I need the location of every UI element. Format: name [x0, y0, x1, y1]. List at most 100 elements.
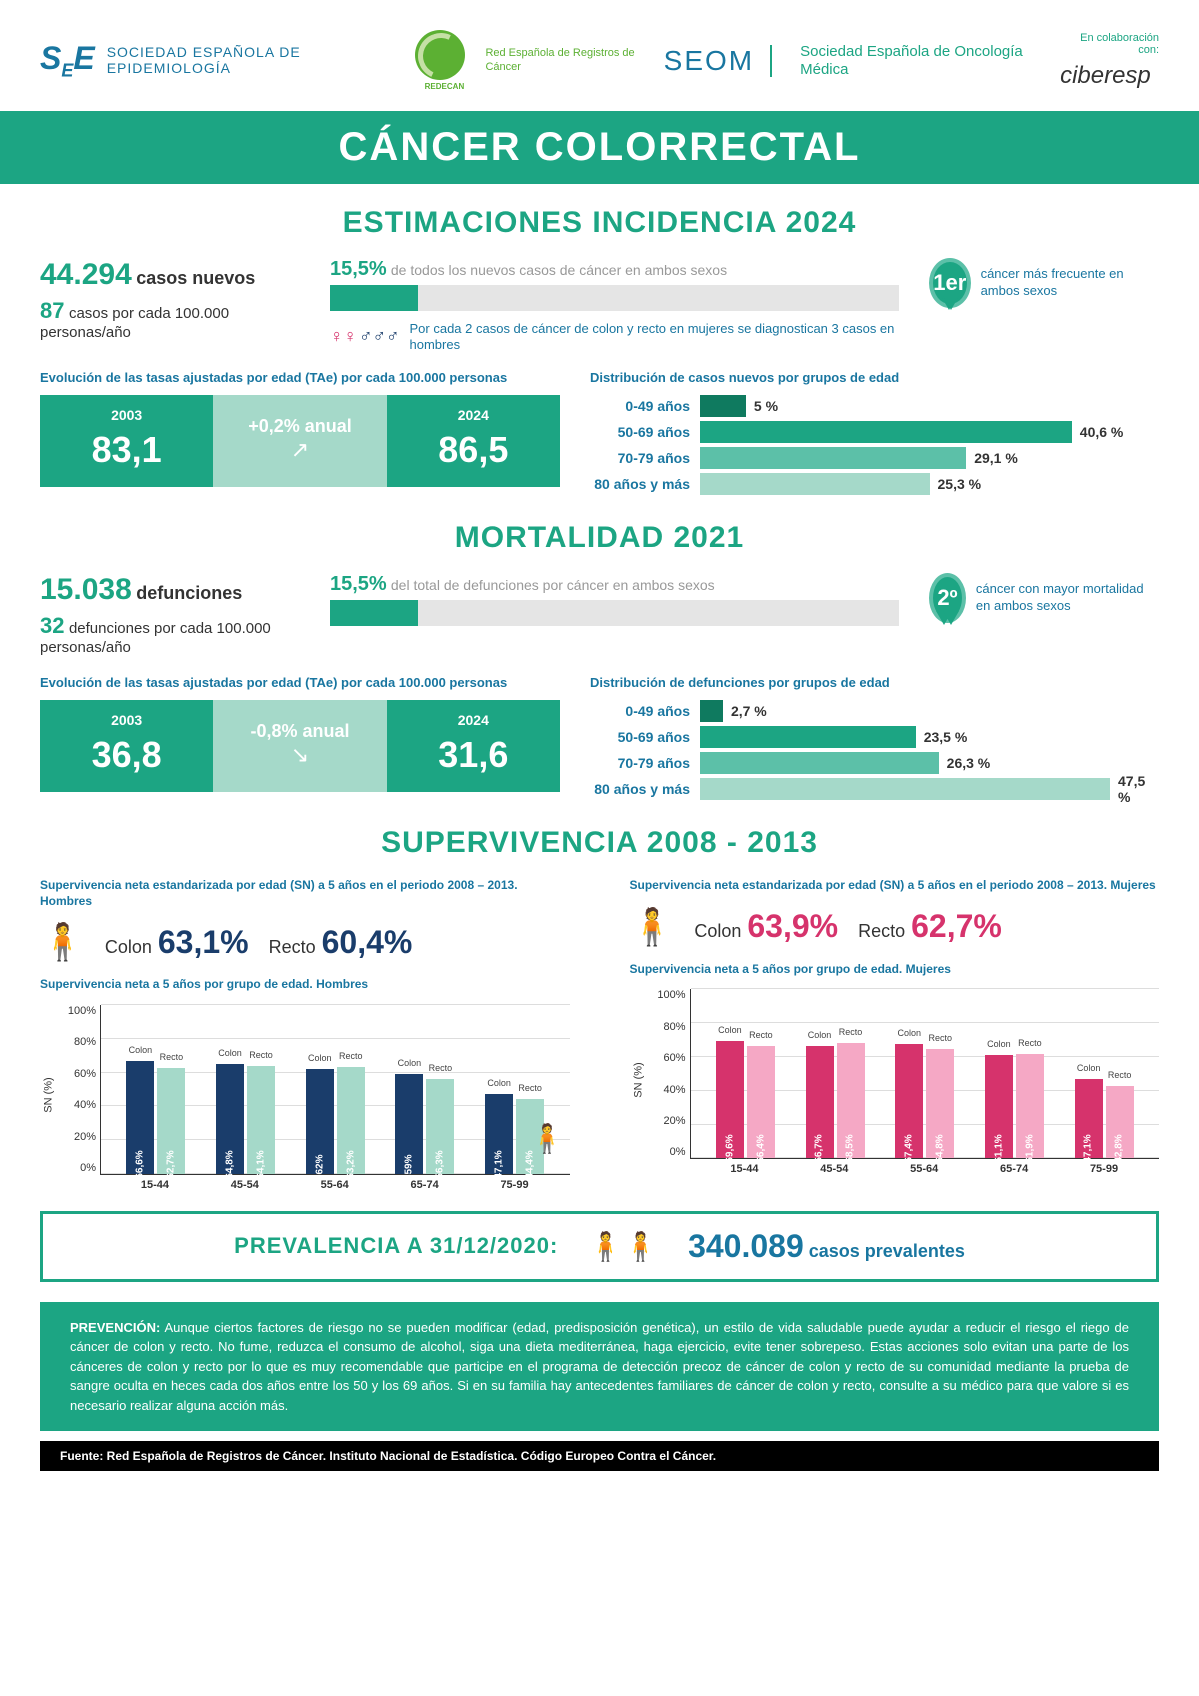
surv-men-header: Supervivencia neta estandarizada por eda…: [40, 878, 570, 909]
age-bar: [700, 395, 746, 417]
x-tick: 75-99: [500, 1179, 528, 1191]
bar-recto: Recto64,8%: [926, 1049, 954, 1159]
age-pct: 47,5 %: [1118, 773, 1159, 805]
trend-down-icon: ↘: [221, 742, 378, 768]
mort-pct-bar: [330, 600, 899, 626]
age-row: 80 años y más 25,3 %: [590, 473, 1159, 495]
bar-recto: Recto68,5%: [837, 1043, 865, 1159]
mort-rate-label: defunciones por cada 100.000 personas/añ…: [40, 620, 271, 656]
inc-pct-desc: de todos los nuevos casos de cáncer en a…: [391, 262, 727, 278]
prev-label: PREVALENCIA A 31/12/2020:: [234, 1233, 558, 1259]
bar-colon: Colon62%: [306, 1069, 334, 1174]
inc-rate-num: 87: [40, 298, 64, 323]
inc-rate-change: +0,2% anual ↗: [213, 395, 386, 487]
y-tick: 100%: [56, 1005, 96, 1017]
y-tick: 0%: [56, 1162, 96, 1174]
woman-icon: 🧍: [630, 906, 675, 948]
inc-badge-block: 1er cáncer más frecuente en ambos sexos: [929, 258, 1159, 308]
bar-colon: Colon64,8%: [216, 1064, 244, 1174]
mort-badge-text: cáncer con mayor mortalidad en ambos sex…: [976, 581, 1159, 615]
deaths-num: 15.038: [40, 573, 132, 606]
rank-badge-2-icon: 2º: [929, 573, 966, 623]
survival-women: Supervivencia neta estandarizada por eda…: [630, 878, 1160, 1191]
y-tick: 80%: [646, 1021, 686, 1033]
seom-name: Sociedad Española de Oncología Médica: [784, 43, 1060, 79]
age-label: 50-69 años: [590, 729, 700, 745]
age-label: 50-69 años: [590, 424, 700, 440]
inc-evolution: Evolución de las tasas ajustadas por eda…: [40, 370, 560, 487]
age-label: 80 años y más: [590, 781, 700, 797]
new-cases-block: 44.294 casos nuevos 87 casos por cada 10…: [40, 258, 300, 342]
mortality-top-row: 15.038 defunciones 32 defunciones por ca…: [40, 573, 1159, 657]
inc-rate-boxes: 2003 83,1 +0,2% anual ↗ 2024 86,5: [40, 395, 560, 487]
bar-colon: Colon69,6%: [716, 1041, 744, 1159]
age-label: 0-49 años: [590, 703, 700, 719]
redecan-name: Red Española de Registros de Cáncer: [485, 47, 663, 73]
bar-colon: Colon47,1%: [1075, 1079, 1103, 1159]
survival-men: Supervivencia neta estandarizada por eda…: [40, 878, 570, 1191]
ratio-row: ♀♀♂♂♂ Por cada 2 casos de cáncer de colo…: [330, 321, 899, 352]
rank-badge-icon: 1er: [929, 258, 971, 308]
age-bar: [700, 752, 939, 774]
age-pct: 25,3 %: [938, 476, 982, 492]
bar-group: Colon67,4% Recto64,8%: [895, 989, 954, 1158]
colab-label: En colaboración con:: [1060, 32, 1159, 56]
inc-pct-bar: [330, 285, 899, 311]
age-pct: 26,3 %: [947, 755, 991, 771]
age-row: 50-69 años 40,6 %: [590, 421, 1159, 443]
see-logo-icon: SEE: [40, 40, 95, 81]
prev-value: 340.089 casos prevalentes: [688, 1228, 965, 1265]
mort-age-dist: Distribución de defunciones por grupos d…: [590, 675, 1159, 804]
see-name: SOCIEDAD ESPAÑOLA DE EPIDEMIOLOGÍA: [107, 44, 416, 78]
surv-men-chart: Supervivencia neta a 5 años por grupo de…: [40, 977, 570, 1191]
bar-group: Colon61,1% Recto61,9%: [985, 989, 1044, 1158]
ratio-text: Por cada 2 casos de cáncer de colon y re…: [410, 321, 900, 352]
age-label: 0-49 años: [590, 398, 700, 414]
mortality-pct-block: 15,5% del total de defunciones por cánce…: [330, 573, 899, 636]
surv-women-chart: Supervivencia neta a 5 años por grupo de…: [630, 962, 1160, 1176]
age-bar-track: 2,7 %: [700, 700, 1159, 722]
bar-group: Colon69,6% Recto66,4%: [716, 989, 775, 1158]
inc-rate-2024: 2024 86,5: [387, 395, 560, 487]
y-tick: 40%: [646, 1084, 686, 1096]
mort-rate-num: 32: [40, 613, 64, 638]
incidence-pct-block: 15,5% de todos los nuevos casos de cánce…: [330, 258, 899, 352]
source-bar: Fuente: Red Española de Registros de Cán…: [40, 1441, 1159, 1471]
age-label: 70-79 años: [590, 755, 700, 771]
redecan-logo-group: REDECAN Red Española de Registros de Cán…: [415, 30, 663, 91]
bar-group: Colon66,6% Recto62,7%: [126, 1005, 185, 1174]
incidence-title: ESTIMACIONES INCIDENCIA 2024: [40, 206, 1159, 240]
mort-rate-2024: 2024 31,6: [387, 700, 560, 792]
x-tick: 55-64: [910, 1163, 938, 1175]
age-row: 80 años y más 47,5 %: [590, 778, 1159, 800]
see-logo-group: SEE SOCIEDAD ESPAÑOLA DE EPIDEMIOLOGÍA: [40, 40, 415, 81]
new-cases-label: casos nuevos: [136, 268, 255, 288]
incidence-charts-row: Evolución de las tasas ajustadas por eda…: [40, 370, 1159, 499]
bar-group: Colon62% Recto63,2%: [306, 1005, 365, 1174]
prevention-box: PREVENCIÓN: Aunque ciertos factores de r…: [40, 1302, 1159, 1432]
age-bar-track: 40,6 %: [700, 421, 1159, 443]
bar-colon: Colon66,7%: [806, 1046, 834, 1159]
people-icons: ♀♀♂♂♂: [330, 326, 400, 347]
x-tick: 15-44: [730, 1163, 758, 1175]
y-tick: 0%: [646, 1146, 686, 1158]
mort-rate-change: -0,8% anual ↘: [213, 700, 386, 792]
deaths-block: 15.038 defunciones 32 defunciones por ca…: [40, 573, 300, 657]
woman-icon: 🧍: [530, 1122, 565, 1155]
y-tick: 80%: [56, 1036, 96, 1048]
age-row: 0-49 años 2,7 %: [590, 700, 1159, 722]
bar-recto: Recto61,9%: [1016, 1054, 1044, 1159]
y-tick: 60%: [56, 1068, 96, 1080]
bar-group: Colon66,7% Recto68,5%: [806, 989, 865, 1158]
bar-colon: Colon67,4%: [895, 1044, 923, 1158]
age-bar: [700, 447, 966, 469]
x-tick: 45-54: [231, 1179, 259, 1191]
age-pct: 5 %: [754, 398, 778, 414]
age-row: 70-79 años 29,1 %: [590, 447, 1159, 469]
man-icon: 🧍: [40, 921, 85, 963]
y-tick: 40%: [56, 1099, 96, 1111]
age-bar-track: 26,3 %: [700, 752, 1159, 774]
bar-colon: Colon59%: [395, 1074, 423, 1174]
redecan-label: REDECAN: [415, 82, 473, 91]
inc-badge-text: cáncer más frecuente en ambos sexos: [981, 266, 1159, 300]
